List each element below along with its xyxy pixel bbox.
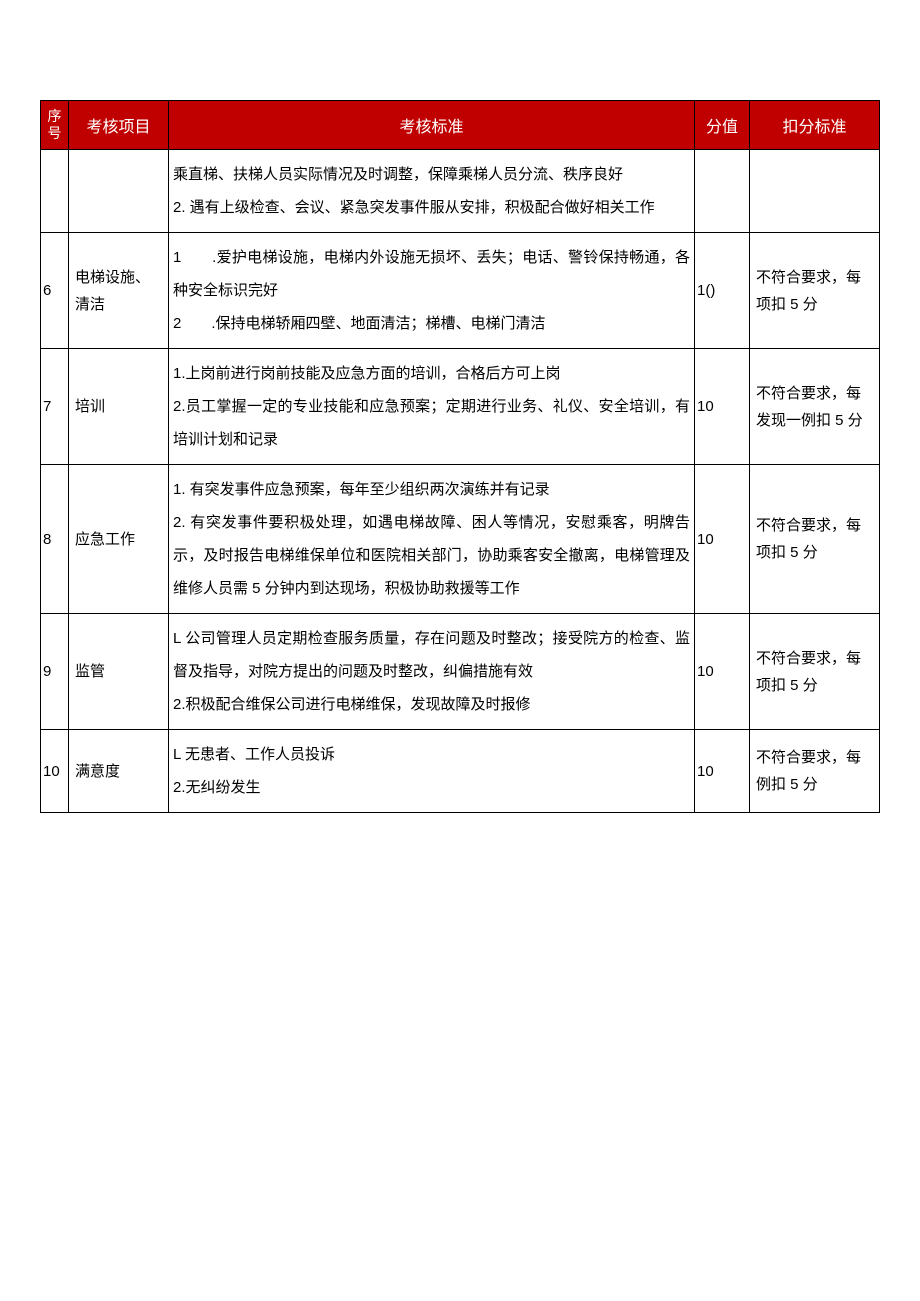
header-seq-line2: 号 bbox=[43, 125, 66, 142]
cell-standard: 1. 有突发事件应急预案，每年至少组织两次演练并有记录 2. 有突发事件要积极处… bbox=[169, 465, 695, 614]
cell-deduct bbox=[750, 150, 880, 233]
cell-score: 10 bbox=[695, 465, 750, 614]
cell-standard: L 无患者、工作人员投诉 2.无纠纷发生 bbox=[169, 730, 695, 813]
cell-seq: 10 bbox=[41, 730, 69, 813]
cell-deduct: 不符合要求，每例扣 5 分 bbox=[750, 730, 880, 813]
header-seq-line1: 序 bbox=[43, 108, 66, 125]
table-row: 6电梯设施、清洁1 .爱护电梯设施，电梯内外设施无损坏、丢失；电话、警铃保持畅通… bbox=[41, 233, 880, 349]
cell-score: 10 bbox=[695, 730, 750, 813]
cell-seq bbox=[41, 150, 69, 233]
cell-standard: 1 .爱护电梯设施，电梯内外设施无损坏、丢失；电话、警铃保持畅通，各种安全标识完… bbox=[169, 233, 695, 349]
table-header: 序 号 考核项目 考核标准 分值 扣分标准 bbox=[41, 101, 880, 150]
cell-score: 10 bbox=[695, 349, 750, 465]
cell-project bbox=[69, 150, 169, 233]
assessment-table: 序 号 考核项目 考核标准 分值 扣分标准 乘直梯、扶梯人员实际情况及时调整，保… bbox=[40, 100, 880, 813]
cell-seq: 6 bbox=[41, 233, 69, 349]
cell-score bbox=[695, 150, 750, 233]
header-row: 序 号 考核项目 考核标准 分值 扣分标准 bbox=[41, 101, 880, 150]
header-project: 考核项目 bbox=[69, 101, 169, 150]
table-row: 8应急工作1. 有突发事件应急预案，每年至少组织两次演练并有记录 2. 有突发事… bbox=[41, 465, 880, 614]
table-row: 乘直梯、扶梯人员实际情况及时调整，保障乘梯人员分流、秩序良好 2. 遇有上级检查… bbox=[41, 150, 880, 233]
cell-project: 培训 bbox=[69, 349, 169, 465]
cell-deduct: 不符合要求，每项扣 5 分 bbox=[750, 614, 880, 730]
cell-score: 1() bbox=[695, 233, 750, 349]
cell-deduct: 不符合要求，每项扣 5 分 bbox=[750, 233, 880, 349]
header-standard: 考核标准 bbox=[169, 101, 695, 150]
cell-standard: 1.上岗前进行岗前技能及应急方面的培训，合格后方可上岗 2.员工掌握一定的专业技… bbox=[169, 349, 695, 465]
cell-project: 满意度 bbox=[69, 730, 169, 813]
table-row: 7培训1.上岗前进行岗前技能及应急方面的培训，合格后方可上岗 2.员工掌握一定的… bbox=[41, 349, 880, 465]
cell-standard: L 公司管理人员定期检查服务质量，存在问题及时整改；接受院方的检查、监督及指导，… bbox=[169, 614, 695, 730]
cell-project: 监管 bbox=[69, 614, 169, 730]
header-seq: 序 号 bbox=[41, 101, 69, 150]
cell-project: 应急工作 bbox=[69, 465, 169, 614]
header-score: 分值 bbox=[695, 101, 750, 150]
cell-deduct: 不符合要求，每项扣 5 分 bbox=[750, 465, 880, 614]
table-row: 10满意度L 无患者、工作人员投诉 2.无纠纷发生10不符合要求，每例扣 5 分 bbox=[41, 730, 880, 813]
cell-project: 电梯设施、清洁 bbox=[69, 233, 169, 349]
cell-standard: 乘直梯、扶梯人员实际情况及时调整，保障乘梯人员分流、秩序良好 2. 遇有上级检查… bbox=[169, 150, 695, 233]
cell-score: 10 bbox=[695, 614, 750, 730]
cell-seq: 9 bbox=[41, 614, 69, 730]
cell-seq: 7 bbox=[41, 349, 69, 465]
header-deduct: 扣分标准 bbox=[750, 101, 880, 150]
table-row: 9监管L 公司管理人员定期检查服务质量，存在问题及时整改；接受院方的检查、监督及… bbox=[41, 614, 880, 730]
table-body: 乘直梯、扶梯人员实际情况及时调整，保障乘梯人员分流、秩序良好 2. 遇有上级检查… bbox=[41, 150, 880, 813]
cell-deduct: 不符合要求，每发现一例扣 5 分 bbox=[750, 349, 880, 465]
cell-seq: 8 bbox=[41, 465, 69, 614]
